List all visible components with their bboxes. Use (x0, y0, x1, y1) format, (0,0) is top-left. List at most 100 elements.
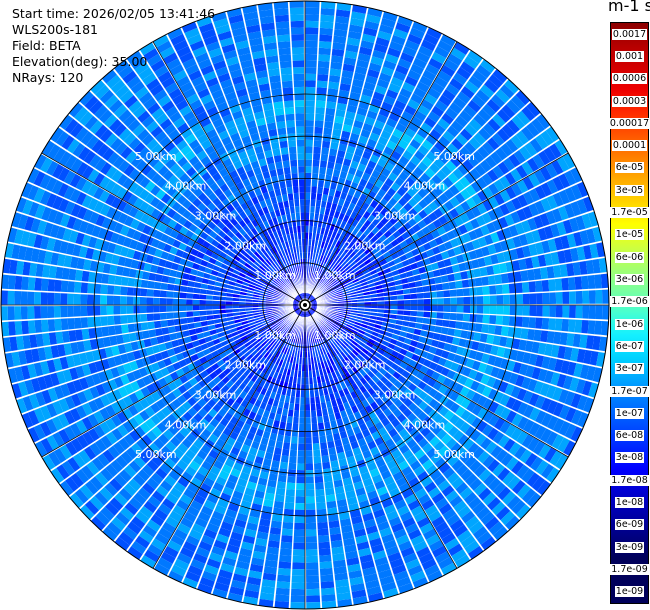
data-cell (124, 502, 139, 516)
data-cell (247, 388, 256, 397)
data-cell (167, 146, 180, 158)
data-cell (263, 323, 271, 329)
data-cell (171, 134, 184, 146)
data-cell (2, 258, 12, 274)
data-cell (305, 522, 317, 530)
data-cell (463, 141, 477, 154)
data-cell (28, 201, 40, 218)
data-cell (460, 85, 475, 99)
data-cell (260, 164, 269, 173)
data-cell (133, 185, 145, 197)
data-cell (442, 147, 454, 160)
data-cell (93, 316, 102, 328)
data-cell (305, 179, 311, 187)
data-cell (139, 305, 147, 314)
data-cell (531, 475, 546, 492)
data-cell (284, 278, 290, 285)
data-cell (341, 228, 348, 237)
data-cell (437, 152, 450, 165)
data-cell (45, 160, 59, 176)
data-cell (260, 214, 267, 223)
data-cell (267, 257, 274, 264)
data-cell (327, 275, 333, 282)
data-cell (195, 276, 203, 283)
data-cell (246, 259, 254, 267)
data-cell (515, 350, 525, 363)
data-cell (377, 442, 388, 452)
data-cell (499, 84, 515, 99)
data-cell (283, 248, 289, 256)
data-cell (22, 335, 31, 350)
data-cell (401, 369, 411, 379)
data-cell (353, 356, 362, 364)
data-cell (449, 207, 460, 219)
data-cell (404, 493, 418, 505)
data-cell (208, 433, 219, 444)
data-cell (393, 243, 403, 252)
data-cell (305, 489, 315, 497)
data-cell (410, 116, 423, 128)
data-cell (387, 82, 401, 94)
data-cell (417, 161, 429, 172)
data-cell (80, 305, 88, 317)
data-cell (161, 406, 172, 418)
data-cell (103, 114, 118, 129)
data-cell (365, 579, 381, 590)
data-cell (289, 7, 304, 15)
data-cell (460, 409, 472, 421)
data-cell (425, 133, 438, 146)
data-cell (206, 315, 214, 321)
data-cell (321, 248, 327, 256)
data-cell (449, 312, 457, 321)
data-cell (471, 416, 483, 429)
data-cell (225, 221, 234, 231)
data-cell (563, 440, 576, 456)
data-cell (56, 226, 66, 240)
data-cell (247, 238, 255, 247)
data-cell (279, 554, 292, 563)
data-cell (351, 340, 359, 347)
data-cell (207, 380, 217, 389)
data-cell (469, 459, 482, 473)
data-cell (433, 391, 444, 402)
data-cell (273, 155, 282, 163)
data-cell (346, 336, 354, 343)
data-cell (345, 278, 352, 284)
data-cell (104, 179, 116, 193)
data-cell (444, 398, 455, 410)
data-cell (513, 149, 527, 164)
data-cell (296, 310, 302, 316)
data-cell (153, 65, 169, 78)
data-cell (133, 142, 146, 155)
data-cell (399, 330, 408, 338)
data-cell (348, 361, 355, 369)
data-cell (529, 305, 537, 317)
data-cell (110, 79, 126, 94)
data-cell (176, 139, 188, 151)
data-cell (297, 370, 302, 378)
data-cell (521, 433, 534, 448)
data-cell (190, 477, 203, 489)
data-cell (363, 219, 372, 228)
data-cell (33, 362, 44, 377)
data-cell (276, 229, 283, 238)
data-cell (493, 391, 505, 404)
data-cell (286, 247, 292, 255)
data-cell (221, 114, 234, 124)
data-cell (290, 20, 304, 28)
data-cell (192, 311, 200, 317)
data-cell (232, 305, 239, 309)
data-cell (316, 193, 323, 201)
data-cell (337, 598, 353, 608)
data-cell (320, 581, 335, 589)
data-cell (239, 211, 247, 220)
data-cell (464, 377, 474, 389)
data-cell (321, 270, 327, 278)
data-cell (305, 139, 313, 147)
data-cell (167, 283, 175, 292)
data-cell (334, 369, 341, 378)
data-cell (292, 300, 299, 303)
data-cell (236, 434, 246, 444)
data-cell (270, 331, 277, 338)
data-cell (254, 319, 262, 324)
